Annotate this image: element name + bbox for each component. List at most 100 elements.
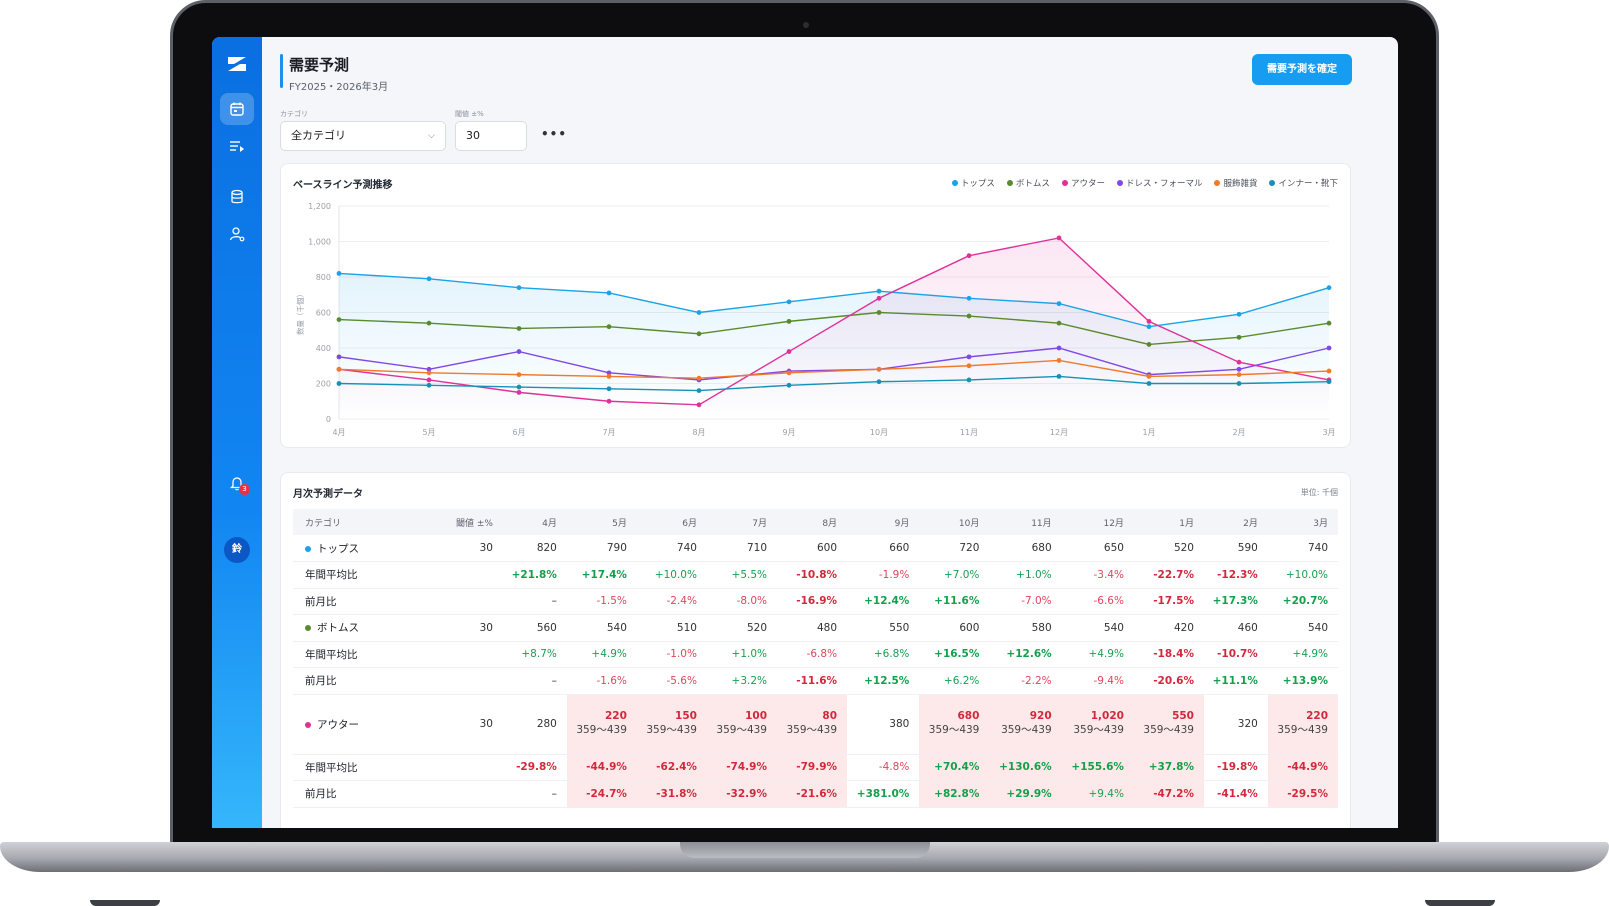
chevron-down-icon: ⌵ [428, 131, 435, 141]
data-point [1056, 301, 1062, 307]
column-header[interactable]: カテゴリ [293, 509, 423, 535]
value-cell: +11.6% [919, 588, 990, 615]
legend-item[interactable]: ドレス・フォーマル [1116, 177, 1203, 189]
data-point [1056, 358, 1062, 363]
value-cell: -19.8% [1203, 754, 1268, 781]
app-logo-icon[interactable] [226, 55, 248, 73]
data-point [516, 349, 522, 354]
value-cell: -3.4% [1061, 561, 1134, 589]
data-point [1326, 345, 1332, 351]
user-avatar[interactable]: 鈴 [224, 537, 250, 563]
nav-database-button[interactable] [220, 181, 254, 213]
threshold-label: 閾値 ±% [455, 110, 484, 118]
nav-users-button[interactable] [220, 218, 254, 250]
bell-icon [229, 477, 245, 491]
value-cell: -2.4% [636, 588, 707, 615]
table-row[interactable]: 年間平均比 -29.8% -44.9% -62.4% -74.9% -79.9% -4.8%… [293, 754, 1338, 781]
legend-item[interactable]: アウター [1061, 177, 1105, 189]
legend-item[interactable]: トップス [951, 177, 995, 189]
table-row[interactable]: 年間平均比 +8.7% +4.9% -1.0% +1.0% -6.8% +6.8% +16.5… [293, 641, 1338, 668]
x-tick-label: 4月 [332, 428, 345, 437]
column-header[interactable]: 1月 [1133, 509, 1204, 535]
category-select[interactable]: 全カテゴリ ⌵ [280, 121, 446, 151]
page-title: 需要予測 [289, 56, 350, 74]
column-header[interactable]: 8月 [777, 509, 848, 535]
column-header[interactable]: 9月 [847, 509, 920, 535]
data-point [1326, 320, 1332, 326]
row-label: 前月比 [293, 588, 423, 615]
data-point [426, 366, 432, 372]
value-cell: 1,020 359〜439 [1061, 694, 1134, 755]
data-point [1146, 381, 1152, 386]
y-tick-label: 1,000 [308, 238, 331, 247]
value-cell: -1.9% [847, 561, 920, 589]
column-header[interactable]: 6月 [636, 509, 707, 535]
legend-item[interactable]: 服飾雑貨 [1214, 177, 1257, 189]
data-point [696, 388, 702, 393]
row-label: 年間平均比 [293, 561, 423, 589]
threshold-cell: 30 [423, 614, 503, 642]
table-row[interactable]: 前月比 – -24.7% -31.8% -32.9% -21.6% +381.0% +82.8… [293, 780, 1338, 808]
table-row[interactable]: 前月比 – -1.5% -2.4% -8.0% -16.9% +12.4% +11.6% -7.… [293, 588, 1338, 615]
legend-item[interactable]: ボトムス [1006, 177, 1050, 189]
value-cell: +7.0% [919, 561, 990, 589]
value-cell: +21.8% [503, 561, 567, 589]
value-cell: -20.6% [1133, 667, 1204, 695]
table-row[interactable]: ボトムス 30 560 540 510 520 480 550 600 580 540 420 460 5… [293, 614, 1338, 642]
confirm-forecast-button[interactable]: 需要予測を確定 [1252, 54, 1352, 85]
nav-list-button[interactable] [220, 130, 254, 162]
data-point [786, 349, 792, 354]
value-cell: -1.5% [566, 588, 637, 615]
column-header[interactable]: 4月 [503, 509, 567, 535]
threshold-input[interactable]: 30 [455, 121, 527, 151]
value-cell: 420 [1133, 614, 1204, 642]
table-row[interactable]: アウター 30 280 220 359〜439 150 359〜439 100 359〜439 8… [293, 694, 1338, 755]
value-cell: -8.0% [706, 588, 777, 615]
data-point [1236, 381, 1242, 386]
data-point [966, 354, 972, 360]
notification-button[interactable] [220, 467, 254, 499]
column-header[interactable]: 12月 [1061, 509, 1134, 535]
table-row[interactable]: 年間平均比 +21.8% +17.4% +10.0% +5.5% -10.8% -1.9% +… [293, 561, 1338, 589]
legend-label: ドレス・フォーマル [1125, 179, 1203, 189]
value-cell: +3.2% [706, 667, 777, 695]
laptop-foot-left [90, 900, 160, 906]
data-point [1056, 374, 1062, 379]
column-header[interactable]: 7月 [706, 509, 777, 535]
column-header[interactable]: 11月 [989, 509, 1062, 535]
value-cell: +381.0% [847, 780, 920, 808]
table-row[interactable]: 前月比 – -1.6% -5.6% +3.2% -11.6% +12.5% +6.2% -2.2… [293, 667, 1338, 695]
value-cell: +130.6% [989, 754, 1062, 781]
column-header[interactable]: 2月 [1203, 509, 1268, 535]
value-cell: +9.4% [1061, 780, 1134, 808]
value-cell: 600 [919, 614, 990, 642]
data-point [516, 326, 522, 331]
series-line [338, 347, 1330, 381]
nav-calendar-button[interactable] [220, 93, 254, 125]
data-point [336, 317, 342, 322]
column-header[interactable]: 10月 [919, 509, 990, 535]
column-header[interactable]: 閾値 ±% [423, 509, 503, 535]
value-cell: +10.0% [636, 561, 707, 589]
row-label: 年間平均比 [293, 754, 423, 781]
y-axis-label: 数量（千個） [295, 290, 305, 335]
data-point [1146, 342, 1152, 347]
data-point [786, 382, 792, 388]
value-cell: -21.6% [777, 780, 848, 808]
series-line [338, 375, 1330, 392]
table-row[interactable]: トップス 30 820 790 740 710 600 660 720 680 650 520 590 7… [293, 535, 1338, 562]
more-options-button[interactable]: ••• [541, 127, 568, 141]
threshold-cell: 30 [423, 694, 503, 755]
value-cell: -2.2% [989, 667, 1062, 695]
value-cell: 560 [503, 614, 567, 642]
data-point [516, 389, 522, 395]
data-point [1056, 235, 1062, 241]
x-tick-label: 2月 [1232, 428, 1245, 437]
column-header[interactable]: 3月 [1267, 509, 1338, 535]
value-cell: -24.7% [566, 780, 637, 808]
value-cell: 220 359〜439 [566, 694, 637, 755]
legend-item[interactable]: インナー・靴下 [1269, 177, 1338, 189]
column-header[interactable]: 5月 [566, 509, 637, 535]
data-point [786, 299, 792, 305]
category-dot-icon [305, 721, 311, 728]
